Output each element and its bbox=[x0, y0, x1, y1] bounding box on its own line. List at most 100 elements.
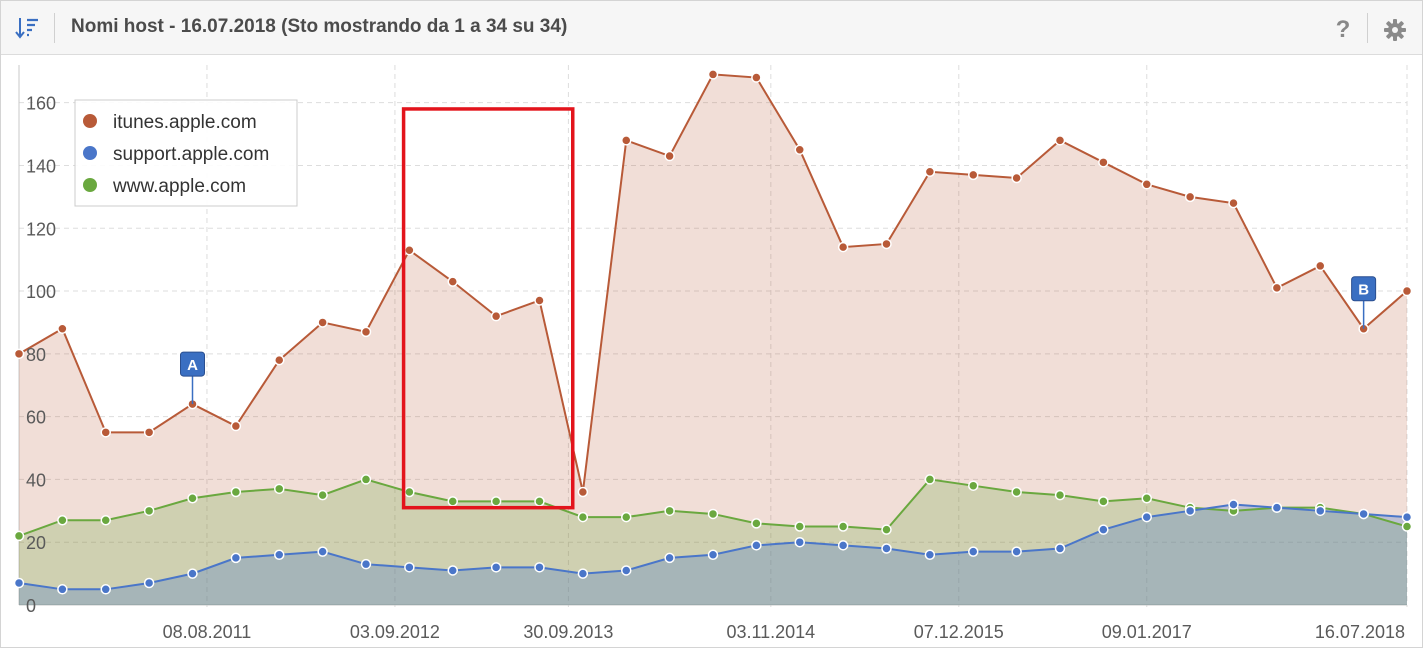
data-point-support[interactable] bbox=[1011, 546, 1022, 557]
event-marker-a[interactable]: A bbox=[180, 351, 205, 405]
data-point-itunes[interactable] bbox=[230, 420, 242, 432]
data-point-www[interactable] bbox=[1011, 486, 1022, 498]
data-point-support[interactable] bbox=[13, 577, 25, 589]
data-point-support[interactable] bbox=[143, 577, 155, 589]
gear-icon[interactable] bbox=[1383, 18, 1407, 42]
data-point-www[interactable] bbox=[274, 483, 285, 495]
data-point-support[interactable] bbox=[1401, 511, 1413, 523]
data-point-support[interactable] bbox=[57, 584, 68, 595]
data-point-itunes[interactable] bbox=[360, 326, 372, 338]
data-point-support[interactable] bbox=[1228, 499, 1239, 510]
data-point-www[interactable] bbox=[534, 496, 545, 507]
data-point-support[interactable] bbox=[1141, 511, 1152, 523]
event-marker-badge[interactable] bbox=[1351, 276, 1377, 302]
data-point-itunes[interactable] bbox=[621, 135, 632, 146]
data-point-itunes[interactable] bbox=[837, 241, 849, 253]
data-point-support[interactable] bbox=[1315, 505, 1326, 517]
data-point-support[interactable] bbox=[837, 540, 849, 551]
data-point-support[interactable] bbox=[881, 543, 892, 554]
data-point-support[interactable] bbox=[100, 584, 111, 595]
data-point-itunes[interactable] bbox=[57, 323, 68, 334]
data-point-itunes[interactable] bbox=[1098, 157, 1109, 168]
data-point-www[interactable] bbox=[187, 493, 198, 504]
data-point-www[interactable] bbox=[881, 524, 892, 535]
data-point-support[interactable] bbox=[274, 549, 285, 561]
data-point-www[interactable] bbox=[1401, 521, 1413, 532]
data-point-itunes[interactable] bbox=[1184, 191, 1196, 203]
data-point-www[interactable] bbox=[577, 511, 589, 523]
event-marker-badge[interactable] bbox=[180, 351, 205, 377]
data-point-www[interactable] bbox=[57, 514, 68, 526]
data-point-itunes[interactable] bbox=[751, 72, 762, 83]
data-point-itunes[interactable] bbox=[534, 295, 545, 306]
data-point-www[interactable] bbox=[837, 521, 849, 532]
data-point-itunes[interactable] bbox=[1401, 285, 1413, 297]
data-point-itunes[interactable] bbox=[707, 69, 719, 80]
data-point-www[interactable] bbox=[1141, 493, 1152, 504]
data-point-www[interactable] bbox=[317, 489, 328, 501]
data-point-support[interactable] bbox=[1271, 502, 1283, 513]
data-point-support[interactable] bbox=[534, 562, 545, 573]
data-point-itunes[interactable] bbox=[664, 150, 675, 162]
data-point-support[interactable] bbox=[924, 549, 936, 561]
data-point-www[interactable] bbox=[707, 508, 719, 520]
data-point-support[interactable] bbox=[1098, 524, 1109, 535]
legend-label-support[interactable]: support.apple.com bbox=[113, 144, 269, 165]
data-point-itunes[interactable] bbox=[447, 276, 458, 287]
data-point-support[interactable] bbox=[1184, 505, 1196, 517]
legend-label-itunes[interactable]: itunes.apple.com bbox=[113, 112, 257, 133]
question-mark-icon[interactable]: ? bbox=[1331, 15, 1355, 41]
data-point-www[interactable] bbox=[924, 474, 936, 485]
data-point-support[interactable] bbox=[621, 565, 632, 576]
data-point-www[interactable] bbox=[794, 521, 805, 532]
data-point-itunes[interactable] bbox=[968, 169, 979, 181]
data-point-itunes[interactable] bbox=[1271, 282, 1283, 294]
data-point-support[interactable] bbox=[751, 540, 762, 551]
data-point-itunes[interactable] bbox=[317, 317, 328, 328]
sort-descending-icon[interactable] bbox=[14, 15, 40, 41]
data-point-support[interactable] bbox=[707, 549, 719, 561]
data-point-www[interactable] bbox=[360, 474, 372, 485]
data-point-www[interactable] bbox=[143, 505, 155, 517]
data-point-itunes[interactable] bbox=[924, 166, 936, 177]
data-point-itunes[interactable] bbox=[404, 244, 415, 256]
data-point-support[interactable] bbox=[230, 552, 242, 564]
data-point-itunes[interactable] bbox=[1054, 135, 1066, 146]
data-point-www[interactable] bbox=[447, 496, 458, 507]
data-point-www[interactable] bbox=[1054, 489, 1066, 501]
data-point-itunes[interactable] bbox=[143, 427, 155, 438]
data-point-www[interactable] bbox=[1098, 496, 1109, 507]
data-point-itunes[interactable] bbox=[1141, 179, 1152, 190]
data-point-support[interactable] bbox=[968, 546, 979, 557]
data-point-support[interactable] bbox=[794, 536, 805, 548]
data-point-support[interactable] bbox=[404, 562, 415, 573]
data-point-itunes[interactable] bbox=[794, 144, 805, 156]
data-point-itunes[interactable] bbox=[13, 348, 25, 360]
data-point-support[interactable] bbox=[577, 568, 589, 579]
data-point-support[interactable] bbox=[447, 565, 458, 576]
data-point-itunes[interactable] bbox=[490, 310, 502, 322]
event-marker-b[interactable]: B bbox=[1351, 276, 1377, 329]
data-point-itunes[interactable] bbox=[1228, 197, 1239, 209]
data-point-support[interactable] bbox=[664, 552, 675, 564]
data-point-support[interactable] bbox=[490, 562, 502, 573]
data-point-itunes[interactable] bbox=[1315, 260, 1326, 272]
data-point-www[interactable] bbox=[664, 505, 675, 517]
data-point-www[interactable] bbox=[968, 480, 979, 491]
data-point-www[interactable] bbox=[100, 514, 111, 526]
legend-label-www[interactable]: www.apple.com bbox=[112, 176, 246, 197]
data-point-support[interactable] bbox=[360, 558, 372, 570]
data-point-support[interactable] bbox=[187, 568, 198, 579]
data-point-www[interactable] bbox=[621, 511, 632, 523]
data-point-itunes[interactable] bbox=[1011, 172, 1022, 184]
data-point-www[interactable] bbox=[751, 518, 762, 529]
data-point-itunes[interactable] bbox=[274, 354, 285, 366]
data-point-support[interactable] bbox=[317, 546, 328, 557]
data-point-support[interactable] bbox=[1054, 543, 1066, 554]
data-point-www[interactable] bbox=[404, 486, 415, 498]
data-point-itunes[interactable] bbox=[577, 486, 589, 498]
data-point-www[interactable] bbox=[13, 530, 25, 542]
data-point-www[interactable] bbox=[230, 486, 242, 498]
data-point-www[interactable] bbox=[490, 496, 502, 507]
data-point-itunes[interactable] bbox=[881, 238, 892, 250]
